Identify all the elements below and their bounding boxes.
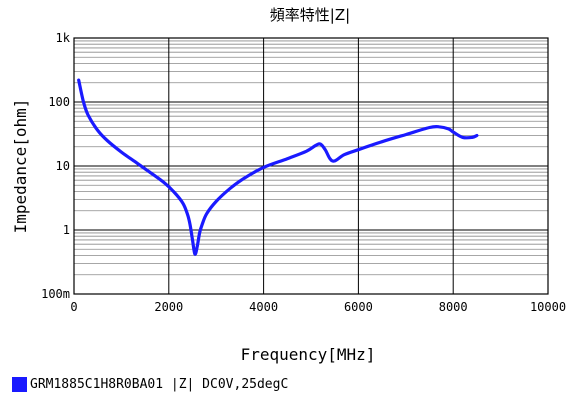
series-line [77,78,479,256]
x-tick-label: 2000 [154,300,183,314]
legend: GRM1885C1H8R0BA01 |Z| DC0V,25degC [12,377,288,392]
y-axis-label: Impedance[ohm] [11,99,30,234]
y-tick-label: 100 [48,95,70,109]
legend-label: GRM1885C1H8R0BA01 |Z| DC0V,25degC [30,377,289,392]
legend-swatch [12,377,27,392]
y-tick-label: 100m [41,287,70,301]
x-tick-label: 0 [70,300,77,314]
x-axis-label: Frequency[MHz] [241,345,376,364]
y-tick-label: 1k [56,31,71,45]
y-axis-ticks: 100m 1 10 100 1k [41,31,71,301]
y-tick-label: 1 [63,223,70,237]
x-tick-label: 6000 [344,300,373,314]
y-tick-label: 10 [56,159,70,173]
x-tick-label: 4000 [249,300,278,314]
x-tick-label: 10000 [530,300,566,314]
series-layer [77,78,479,256]
chart-title: 頻率特性|Z| [270,6,350,24]
minor-gridlines [74,40,548,276]
plot-frame [73,37,549,295]
x-axis-ticks: 0 2000 4000 6000 8000 10000 [70,300,566,314]
x-tick-label: 8000 [439,300,468,314]
